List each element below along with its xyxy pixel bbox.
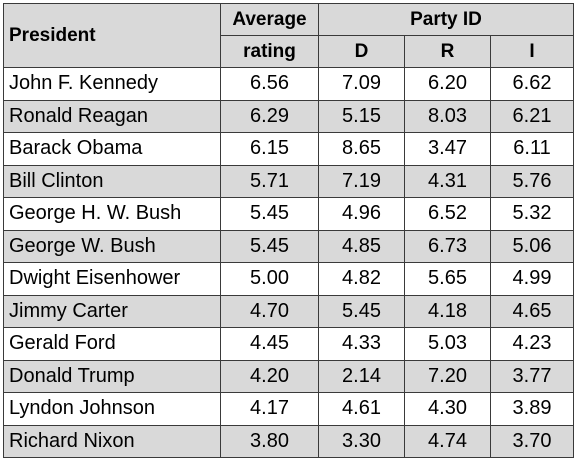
table-header: President Average Party ID rating D R I: [3, 3, 575, 68]
independent-rating-cell: 6.62: [489, 67, 575, 101]
republican-rating-cell: 3.47: [404, 132, 491, 166]
republican-rating-cell: 7.20: [404, 359, 491, 393]
democrat-rating-cell: 4.96: [318, 197, 405, 231]
president-name-cell: Jimmy Carter: [3, 294, 221, 328]
democrat-rating-cell: 7.09: [318, 67, 405, 101]
average-rating-cell: 3.80: [220, 424, 319, 458]
average-rating-cell: 4.45: [220, 327, 319, 361]
democrat-rating-cell: 4.61: [318, 392, 405, 426]
democrat-rating-cell: 7.19: [318, 164, 405, 198]
average-column-header-line2: rating: [220, 35, 319, 68]
average-rating-cell: 5.71: [220, 164, 319, 198]
republican-rating-cell: 4.31: [404, 164, 491, 198]
republican-rating-cell: 4.74: [404, 424, 491, 458]
independent-rating-cell: 4.65: [489, 294, 575, 328]
independent-rating-cell: 3.77: [489, 359, 575, 393]
table-body: John F. Kennedy 6.56 7.09 6.20 6.62 Ronald Re…: [3, 67, 575, 458]
table-row: Donald Trump 4.20 2.14 7.20 3.77: [3, 359, 575, 393]
table-row: Lyndon Johnson 4.17 4.61 4.30 3.89: [3, 392, 575, 426]
democrat-rating-cell: 4.33: [318, 327, 405, 361]
independent-rating-cell: 3.89: [489, 392, 575, 426]
header-row-top: President Average Party ID: [3, 3, 575, 68]
table-row: Bill Clinton 5.71 7.19 4.31 5.76: [3, 164, 575, 198]
header-row-bottom: rating D R I: [4, 35, 575, 68]
republican-rating-cell: 5.03: [404, 327, 491, 361]
average-rating-cell: 5.00: [220, 262, 319, 296]
independent-rating-cell: 6.11: [489, 132, 575, 166]
table-row: Ronald Reagan 6.29 5.15 8.03 6.21: [3, 99, 575, 133]
average-rating-cell: 6.56: [220, 67, 319, 101]
table-row: John F. Kennedy 6.56 7.09 6.20 6.62: [3, 67, 575, 101]
party-id-group-header: Party ID: [317, 3, 575, 36]
independent-column-header: I: [489, 35, 575, 68]
republican-rating-cell: 6.20: [404, 67, 491, 101]
democrat-rating-cell: 3.30: [318, 424, 405, 458]
democrat-column-header: D: [318, 35, 405, 68]
independent-rating-cell: 4.23: [489, 327, 575, 361]
average-rating-cell: 6.29: [220, 99, 319, 133]
republican-rating-cell: 5.65: [404, 262, 491, 296]
republican-column-header: R: [404, 35, 491, 68]
table-row: Richard Nixon 3.80 3.30 4.74 3.70: [3, 424, 575, 458]
democrat-rating-cell: 5.45: [318, 294, 405, 328]
average-column-header-line1: Average: [220, 3, 319, 36]
president-name-cell: Ronald Reagan: [3, 99, 221, 133]
average-rating-cell: 6.15: [220, 132, 319, 166]
democrat-rating-cell: 8.65: [318, 132, 405, 166]
republican-rating-cell: 6.52: [404, 197, 491, 231]
independent-rating-cell: 3.70: [489, 424, 575, 458]
independent-rating-cell: 5.06: [489, 229, 575, 263]
democrat-rating-cell: 5.15: [318, 99, 405, 133]
republican-rating-cell: 6.73: [404, 229, 491, 263]
table-row: Gerald Ford 4.45 4.33 5.03 4.23: [3, 327, 575, 361]
independent-rating-cell: 4.99: [489, 262, 575, 296]
president-name-cell: Dwight Eisenhower: [3, 262, 221, 296]
president-name-cell: Richard Nixon: [3, 424, 221, 458]
president-name-cell: Donald Trump: [3, 359, 221, 393]
table-row: George W. Bush 5.45 4.85 6.73 5.06: [3, 229, 575, 263]
table-row: Dwight Eisenhower 5.00 4.82 5.65 4.99: [3, 262, 575, 296]
table-row: Jimmy Carter 4.70 5.45 4.18 4.65: [3, 294, 575, 328]
independent-rating-cell: 5.32: [489, 197, 575, 231]
average-rating-cell: 4.70: [220, 294, 319, 328]
independent-rating-cell: 6.21: [489, 99, 575, 133]
average-rating-cell: 5.45: [220, 197, 319, 231]
president-name-cell: John F. Kennedy: [3, 67, 221, 101]
democrat-rating-cell: 2.14: [318, 359, 405, 393]
president-name-cell: Barack Obama: [3, 132, 221, 166]
president-name-cell: Bill Clinton: [3, 164, 221, 198]
republican-rating-cell: 4.30: [404, 392, 491, 426]
democrat-rating-cell: 4.82: [318, 262, 405, 296]
table-row: George H. W. Bush 5.45 4.96 6.52 5.32: [3, 197, 575, 231]
president-ratings-table: President Average Party ID rating D R I …: [3, 3, 575, 458]
republican-rating-cell: 4.18: [404, 294, 491, 328]
average-rating-cell: 5.45: [220, 229, 319, 263]
average-rating-cell: 4.20: [220, 359, 319, 393]
average-rating-cell: 4.17: [220, 392, 319, 426]
republican-rating-cell: 8.03: [404, 99, 491, 133]
president-column-header: President: [3, 3, 221, 68]
president-name-cell: George W. Bush: [3, 229, 221, 263]
president-name-cell: Lyndon Johnson: [3, 392, 221, 426]
table-row: Barack Obama 6.15 8.65 3.47 6.11: [3, 132, 575, 166]
president-name-cell: Gerald Ford: [3, 327, 221, 361]
president-name-cell: George H. W. Bush: [3, 197, 221, 231]
democrat-rating-cell: 4.85: [318, 229, 405, 263]
independent-rating-cell: 5.76: [489, 164, 575, 198]
